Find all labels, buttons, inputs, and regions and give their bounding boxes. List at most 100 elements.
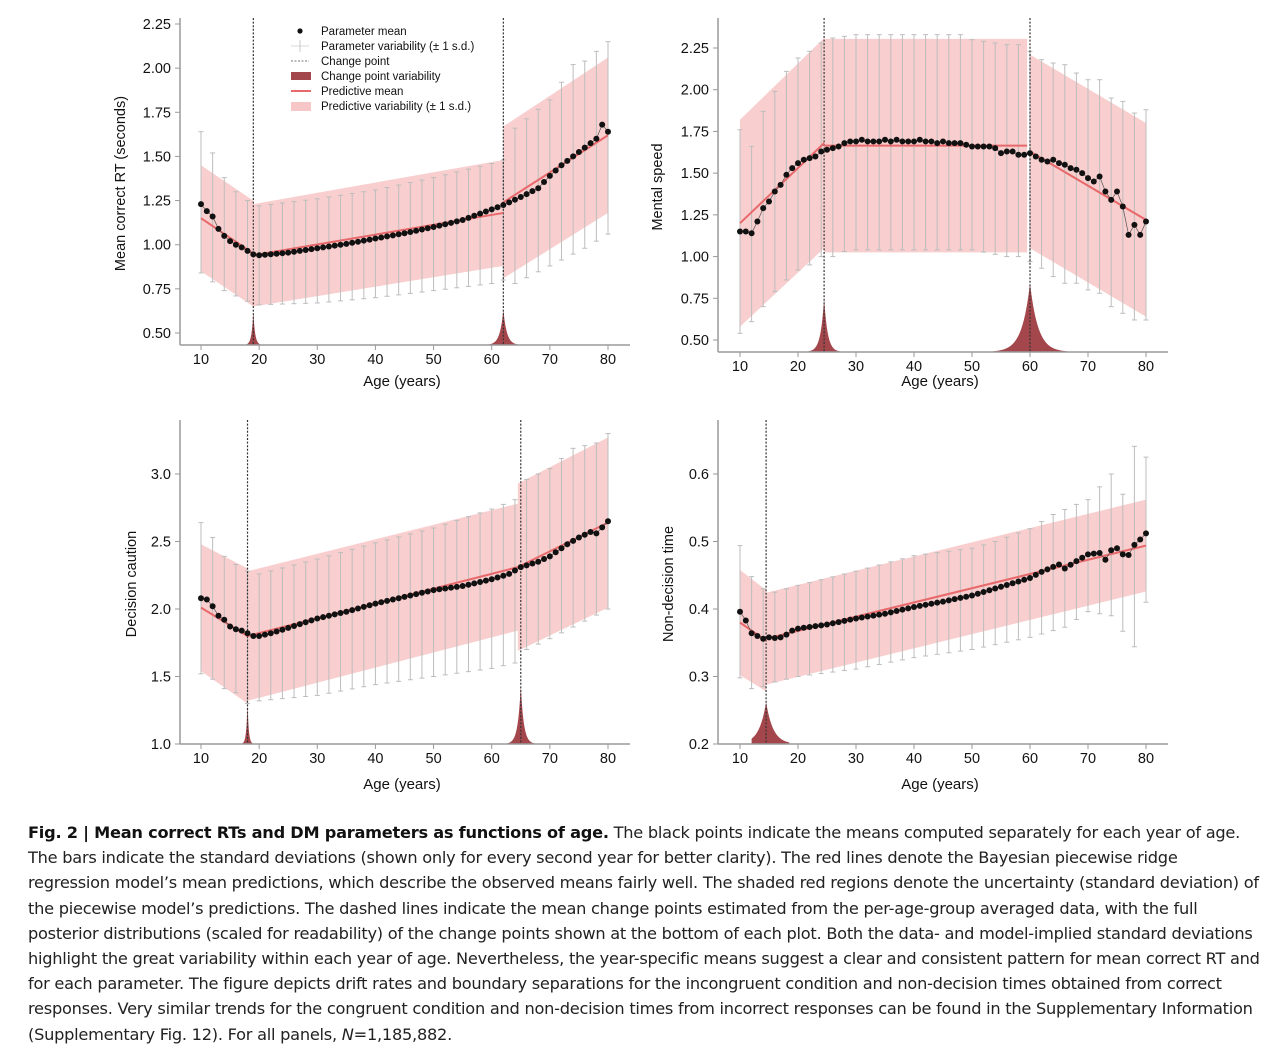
data-point-age-18	[244, 630, 251, 637]
x-tick-label: 50	[426, 352, 442, 368]
data-point-age-11	[742, 228, 749, 235]
errorbar-age-38	[361, 191, 367, 300]
data-point-age-29	[308, 246, 315, 253]
data-point-age-16	[771, 188, 778, 195]
data-point-age-77	[1125, 231, 1132, 238]
y-tick-label: 1.50	[143, 149, 171, 165]
data-point-age-48	[418, 226, 425, 233]
data-point-age-23	[812, 153, 819, 160]
errorbar-age-32	[326, 555, 332, 694]
data-point-age-48	[418, 589, 425, 596]
data-point-age-52	[442, 221, 449, 228]
data-point-age-28	[302, 619, 309, 626]
data-point-age-51	[436, 222, 443, 229]
data-point-age-52	[980, 588, 987, 595]
x-tick-label: 80	[600, 751, 616, 767]
data-point-age-20	[256, 252, 263, 259]
data-point-age-29	[847, 138, 854, 145]
data-point-age-32	[325, 243, 332, 250]
data-point-age-38	[360, 603, 367, 610]
errorbar-age-46	[407, 182, 413, 294]
data-point-age-32	[864, 138, 871, 145]
parameter-mean-points	[198, 121, 611, 259]
legend-item-predictive-variability: Predictive variability (± 1 s.d.)	[291, 101, 471, 113]
data-point-age-22	[267, 251, 274, 258]
data-point-age-63	[506, 570, 513, 577]
data-point-age-21	[261, 251, 268, 258]
panel-decision-caution: 10 20 30 40 50 60 70 80 1.0 1.5 2.0 2.5 3.0 Age (year…	[124, 420, 630, 793]
errorbar-age-54	[454, 519, 460, 674]
data-point-age-59	[482, 577, 489, 584]
data-point-age-68	[1073, 166, 1080, 173]
x-tick-label: 10	[193, 352, 209, 368]
data-point-age-36	[349, 239, 356, 246]
legend-label: Parameter mean	[321, 26, 407, 38]
data-point-age-38	[899, 138, 906, 145]
y-tick-label: 1.75	[681, 124, 709, 140]
data-point-age-25	[824, 621, 830, 628]
x-axis-label: Age (years)	[363, 776, 441, 793]
y-tick-label: 2.5	[151, 535, 171, 551]
errorbar-age-44	[396, 536, 402, 682]
y-axis-label: Mean correct RT (seconds)	[113, 96, 129, 271]
errorbar-age-50	[969, 547, 975, 650]
data-point-age-40	[372, 235, 379, 242]
data-point-age-13	[215, 612, 222, 619]
errorbar-age-60	[1027, 528, 1033, 638]
figure-2: 10 20 30 40 50 60 70 80 0.50 0.75 1.00 1.25 1.50 1.75…	[113, 17, 1168, 793]
data-point-age-69	[1079, 170, 1086, 177]
data-point-age-35	[343, 240, 350, 247]
x-tick-label: 50	[964, 359, 980, 375]
data-point-age-66	[1061, 161, 1068, 168]
data-point-age-17	[238, 627, 245, 634]
data-point-age-66	[523, 562, 530, 569]
data-point-age-55	[459, 216, 466, 223]
data-point-age-56	[1003, 148, 1010, 155]
data-point-age-61	[494, 204, 501, 211]
data-point-age-11	[203, 596, 210, 603]
data-point-age-79	[1137, 536, 1144, 543]
errorbar-age-76	[1120, 493, 1126, 632]
legend-swatch-dist	[291, 72, 311, 80]
data-point-age-64	[511, 567, 518, 574]
data-point-age-56	[1003, 581, 1010, 588]
data-point-age-44	[395, 595, 402, 602]
data-point-age-57	[1009, 148, 1016, 155]
data-point-age-43	[389, 596, 396, 603]
data-point-age-11	[742, 617, 749, 624]
change-point-distributions	[807, 283, 1068, 352]
data-point-age-64	[1050, 156, 1057, 163]
data-point-age-51	[974, 143, 981, 150]
data-point-age-14	[221, 232, 228, 239]
data-point-age-57	[1009, 580, 1016, 587]
data-point-age-50	[430, 224, 437, 231]
data-point-age-20	[795, 160, 801, 167]
x-tick-label: 20	[790, 359, 806, 375]
x-tick-label: 40	[906, 751, 922, 767]
change-point-distribution-1	[751, 702, 790, 744]
data-point-age-76	[581, 144, 588, 151]
predictive-variability-bands	[201, 437, 608, 704]
data-point-age-43	[389, 232, 396, 239]
data-point-age-35	[882, 610, 888, 617]
data-point-age-17	[777, 634, 784, 641]
data-point-age-60	[1027, 150, 1033, 157]
data-point-age-61	[494, 574, 501, 581]
data-point-age-10	[737, 228, 743, 235]
data-point-age-21	[800, 156, 807, 163]
data-point-age-47	[951, 596, 958, 603]
data-point-age-49	[424, 225, 431, 232]
x-tick-label: 60	[1022, 359, 1038, 375]
data-point-age-62	[1038, 568, 1045, 575]
data-point-age-24	[818, 622, 825, 629]
x-tick-label: 70	[542, 751, 558, 767]
errorbar-age-58	[477, 512, 483, 671]
axes: 10 20 30 40 50 60 70 80 0.50 0.75 1.00 1.25 1.50 1.75…	[113, 17, 630, 390]
y-tick-label: 2.25	[143, 17, 171, 33]
data-point-age-65	[517, 194, 524, 201]
data-point-age-69	[541, 179, 548, 186]
data-point-age-80	[1143, 530, 1149, 537]
errorbar-age-58	[1015, 44, 1021, 258]
data-point-age-72	[1096, 549, 1103, 556]
data-point-age-36	[887, 138, 894, 145]
